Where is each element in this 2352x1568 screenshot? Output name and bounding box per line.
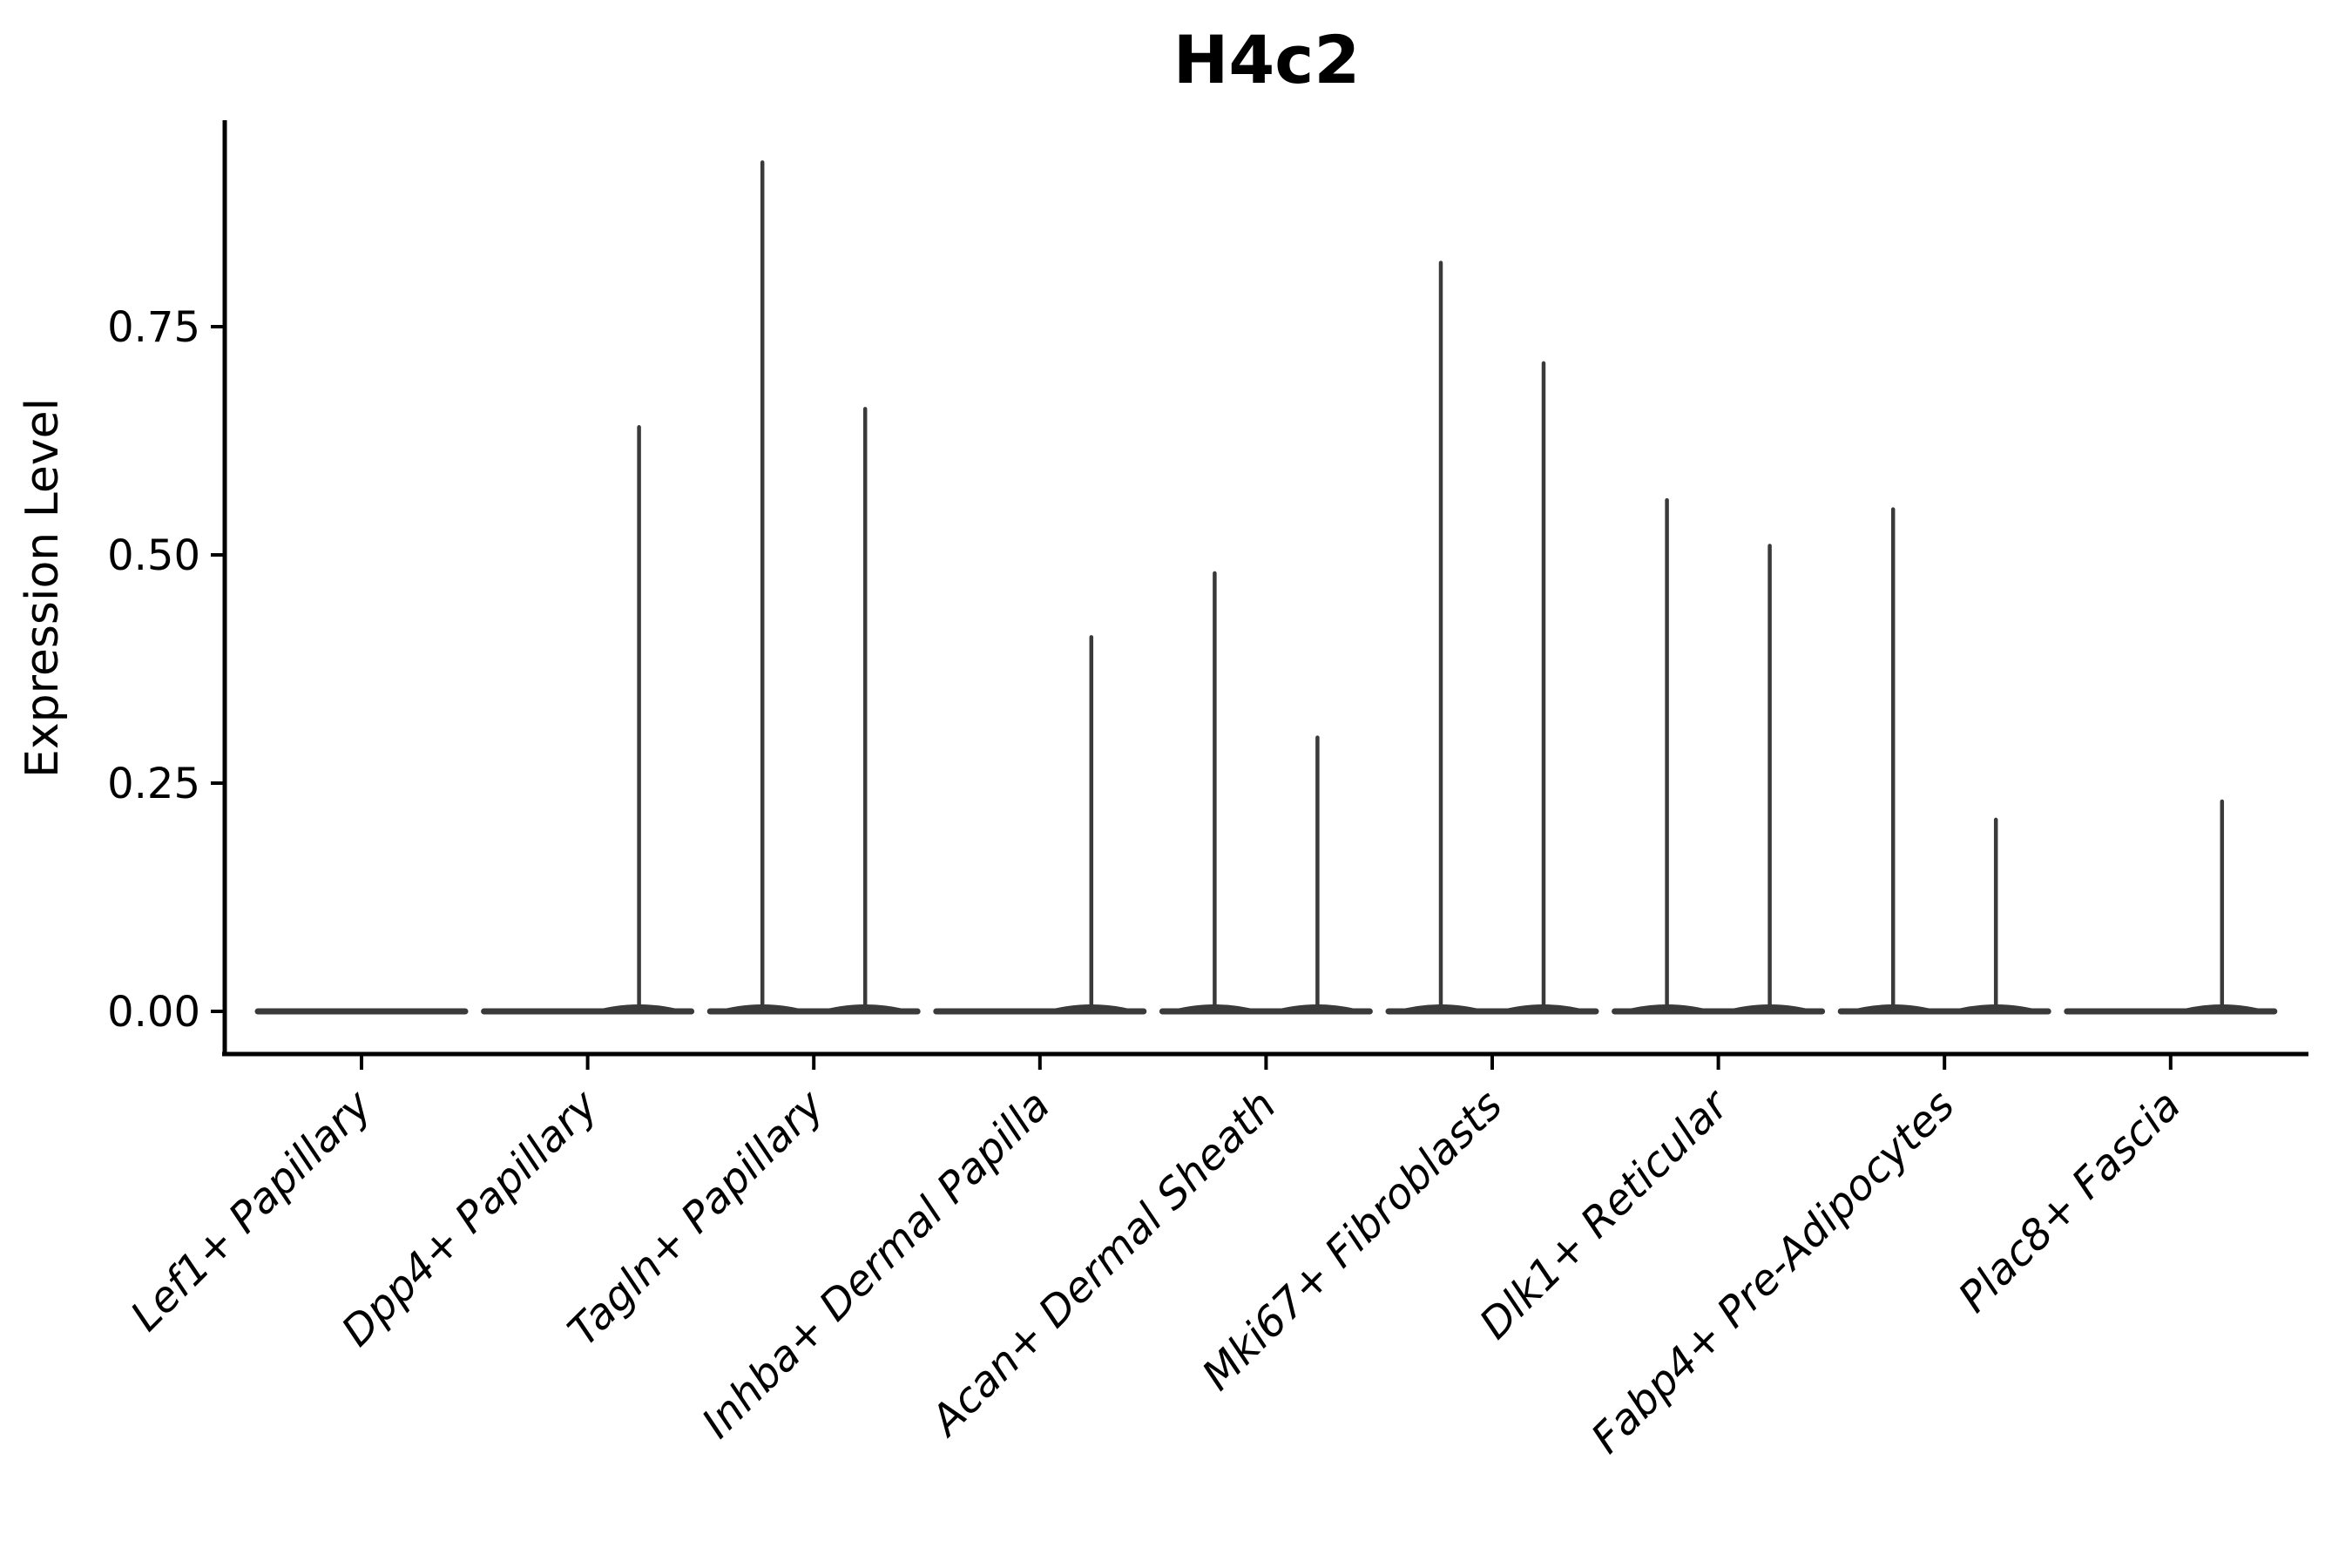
y-tick-label: 0.75	[107, 303, 200, 352]
x-tick-label: Plac8+ Fascia	[1950, 1081, 2191, 1322]
y-tick-label: 0.25	[107, 760, 200, 808]
y-axis-title: Expression Level	[17, 398, 69, 778]
x-tick-label: Dlk1+ Reticular	[1470, 1079, 1740, 1349]
y-tick-label: 0.50	[107, 531, 200, 580]
chart-title: H4c2	[1173, 21, 1360, 98]
violins-group	[254, 160, 2278, 1015]
y-axis: 0.00 0.25 0.50 0.75	[107, 120, 227, 1056]
x-tick-label: Lef1+ Papillary	[121, 1080, 382, 1341]
y-tick-label: 0.00	[107, 988, 200, 1037]
x-tick-label: Fabp4+ Pre-Adipocytes	[1582, 1081, 1964, 1463]
y-tick-group: 0.00 0.25 0.50 0.75	[107, 303, 225, 1037]
